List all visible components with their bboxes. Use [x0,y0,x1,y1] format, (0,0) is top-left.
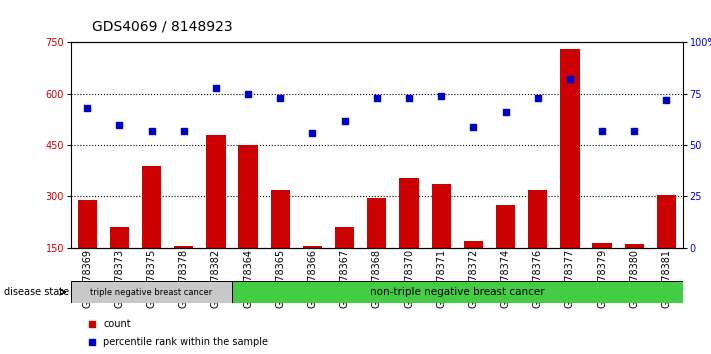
Bar [174,246,193,299]
Bar [464,241,483,299]
Bar [71,281,232,303]
Bar [206,135,225,299]
Point [242,91,254,97]
Bar [367,198,387,299]
Text: disease state: disease state [4,287,69,297]
Bar [109,227,129,299]
Bar [271,190,290,299]
Text: percentile rank within the sample: percentile rank within the sample [103,337,268,347]
Point [661,97,672,103]
Point [500,109,511,115]
Bar [232,281,683,303]
Bar [142,166,161,299]
Point [629,128,640,133]
Bar [400,178,419,299]
Point [274,95,286,101]
Point [339,118,351,123]
Bar [303,246,322,299]
Bar [657,195,676,299]
Bar [77,200,97,299]
Bar [335,227,354,299]
Bar [496,205,515,299]
Text: triple negative breast cancer: triple negative breast cancer [90,287,213,297]
Point [306,130,318,136]
Text: GDS4069 / 8148923: GDS4069 / 8148923 [92,19,233,34]
Bar [625,244,644,299]
Bar [528,190,547,299]
Point [597,128,608,133]
Bar [560,49,579,299]
Point [82,105,93,111]
Text: non-triple negative breast cancer: non-triple negative breast cancer [370,287,545,297]
Point [403,95,415,101]
Point [146,128,157,133]
Point [436,93,447,99]
Point [371,95,383,101]
Point [532,95,543,101]
Bar [432,184,451,299]
Point [114,122,125,127]
Bar [592,243,611,299]
Point [178,128,189,133]
Point [565,76,576,82]
Text: count: count [103,319,131,329]
Bar [238,145,258,299]
Point [210,85,222,91]
Point [468,124,479,130]
